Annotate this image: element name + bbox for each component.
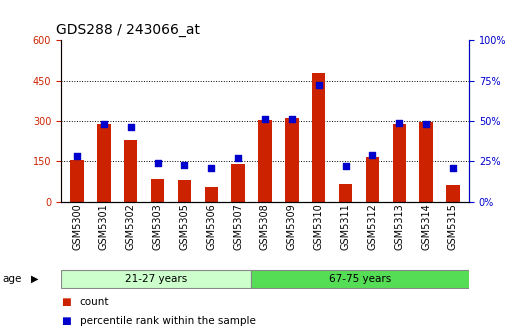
Text: GSM5313: GSM5313 [394, 203, 404, 250]
Bar [339, 184, 352, 202]
Point [207, 165, 216, 170]
Text: GSM5303: GSM5303 [153, 203, 163, 250]
Text: GDS288 / 243066_at: GDS288 / 243066_at [56, 23, 200, 37]
Point [341, 163, 350, 169]
Bar [205, 187, 218, 202]
Text: GSM5306: GSM5306 [206, 203, 216, 250]
Text: age: age [3, 274, 22, 284]
Bar [366, 157, 379, 202]
Text: GSM5314: GSM5314 [421, 203, 431, 250]
Bar [419, 122, 433, 202]
FancyBboxPatch shape [61, 270, 251, 288]
Point [153, 160, 162, 166]
Point [261, 117, 269, 122]
Bar [285, 118, 298, 202]
Point [449, 165, 457, 170]
FancyBboxPatch shape [251, 270, 469, 288]
Text: GSM5305: GSM5305 [180, 203, 189, 250]
Bar [70, 160, 84, 202]
Bar [97, 124, 111, 202]
Text: ■: ■ [61, 316, 70, 326]
Point [234, 155, 242, 161]
Text: GSM5307: GSM5307 [233, 203, 243, 250]
Bar [446, 185, 460, 202]
Text: GSM5312: GSM5312 [367, 203, 377, 250]
Bar [393, 124, 406, 202]
Text: GSM5311: GSM5311 [341, 203, 350, 250]
Text: GSM5310: GSM5310 [314, 203, 324, 250]
Text: GSM5301: GSM5301 [99, 203, 109, 250]
Bar [178, 180, 191, 202]
Text: GSM5302: GSM5302 [126, 203, 136, 250]
Point [73, 154, 81, 159]
Bar [151, 179, 164, 202]
Text: GSM5300: GSM5300 [72, 203, 82, 250]
Text: ■: ■ [61, 297, 70, 307]
Text: GSM5315: GSM5315 [448, 203, 458, 250]
Text: GSM5309: GSM5309 [287, 203, 297, 250]
Point [127, 125, 135, 130]
Text: GSM5308: GSM5308 [260, 203, 270, 250]
Point [314, 83, 323, 88]
Text: ▶: ▶ [31, 274, 38, 284]
Text: percentile rank within the sample: percentile rank within the sample [80, 316, 255, 326]
Bar [232, 164, 245, 202]
Point [288, 117, 296, 122]
Text: count: count [80, 297, 109, 307]
Text: 21-27 years: 21-27 years [125, 274, 187, 284]
Text: 67-75 years: 67-75 years [329, 274, 391, 284]
Bar [258, 120, 272, 202]
Bar [124, 140, 137, 202]
Point [422, 122, 430, 127]
Point [100, 122, 108, 127]
Point [368, 152, 377, 158]
Point [180, 162, 189, 167]
Point [395, 120, 403, 125]
Bar [312, 73, 325, 202]
